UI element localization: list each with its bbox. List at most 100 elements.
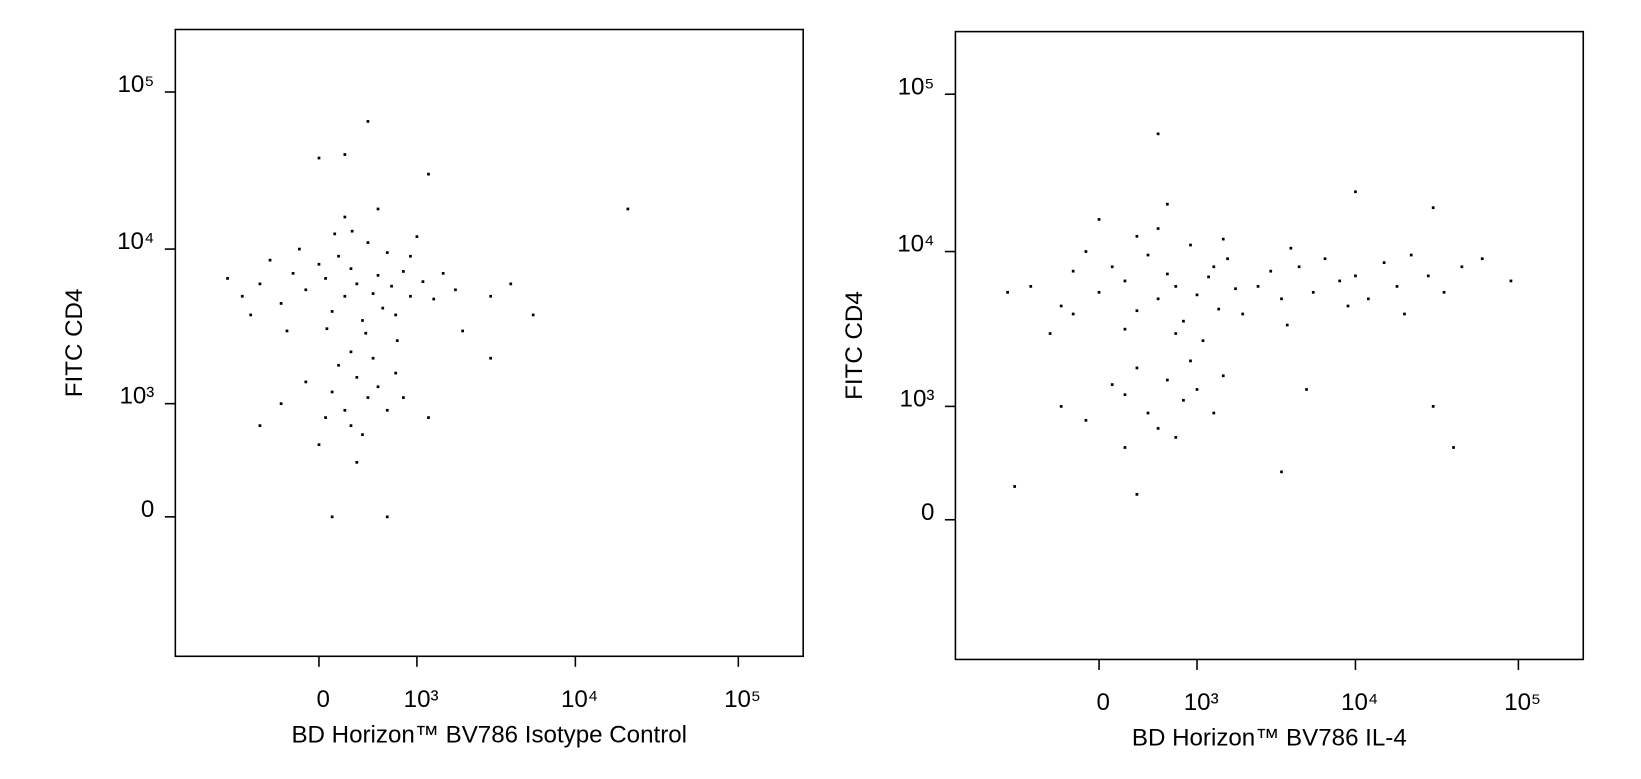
data-point: [1110, 265, 1114, 269]
data-point: [1452, 446, 1455, 449]
data-point: [1395, 285, 1399, 288]
data-point: [441, 272, 445, 275]
data-point: [376, 207, 380, 211]
x-tick-label: 10⁴: [561, 686, 598, 713]
data-point: [350, 229, 354, 233]
data-point: [1207, 275, 1210, 279]
data-point: [427, 172, 430, 176]
data-point: [427, 416, 430, 419]
data-point: [361, 433, 364, 436]
data-point: [325, 327, 329, 331]
data-point: [385, 408, 389, 412]
data-point: [1195, 293, 1199, 297]
data-point: [1123, 327, 1127, 331]
y-axis-label: FITC CD4: [841, 291, 868, 400]
x-tick-label: 10⁵: [724, 686, 761, 713]
data-point: [1509, 279, 1513, 283]
y-tick-label: 10⁴: [897, 231, 934, 258]
data-point: [626, 207, 630, 211]
data-point: [385, 515, 389, 519]
data-point: [1305, 388, 1308, 391]
data-point: [343, 294, 347, 298]
data-point: [1431, 405, 1435, 408]
data-point: [1182, 319, 1185, 323]
x-tick-label: 0: [1097, 689, 1110, 716]
data-point: [1084, 418, 1088, 422]
data-point: [1426, 274, 1430, 278]
data-point: [355, 282, 359, 286]
data-point: [1201, 339, 1205, 343]
data-point: [421, 280, 425, 284]
data-point: [240, 294, 244, 298]
x-axis-label: BD Horizon™ BV786 IL-4: [1132, 725, 1407, 752]
data-point: [285, 329, 289, 333]
data-point: [1165, 378, 1169, 382]
data-point: [1084, 250, 1088, 253]
data-point: [1156, 427, 1160, 430]
data-point: [1110, 383, 1114, 386]
data-point: [366, 120, 370, 123]
data-point: [1285, 323, 1289, 327]
data-point: [330, 390, 334, 394]
data-point: [1174, 332, 1178, 335]
data-point: [349, 350, 353, 354]
data-point: [366, 396, 370, 399]
data-point: [1135, 309, 1139, 313]
data-point: [1006, 290, 1009, 294]
y-tick-label: 10⁵: [898, 73, 935, 100]
data-point: [330, 515, 334, 519]
x-tick-label: 10⁴: [1341, 689, 1378, 716]
data-point: [1480, 257, 1484, 261]
data-point: [324, 416, 327, 419]
data-point: [1048, 332, 1052, 335]
data-point: [1217, 307, 1221, 311]
data-point: [531, 313, 535, 317]
data-point: [509, 282, 513, 286]
data-point: [1460, 265, 1464, 269]
data-point: [376, 273, 380, 277]
data-point: [343, 153, 347, 156]
data-point: [1029, 285, 1033, 288]
x-tick-label: 0: [316, 686, 329, 713]
data-point: [394, 371, 398, 375]
y-tick-label: 10³: [900, 385, 935, 412]
data-point: [1280, 297, 1283, 301]
data-point: [1097, 218, 1101, 221]
data-point: [304, 288, 308, 292]
data-point: [1269, 269, 1273, 273]
data-point: [337, 363, 340, 367]
data-point: [343, 215, 347, 219]
data-point: [1297, 265, 1301, 269]
data-point: [1234, 287, 1237, 291]
data-point: [1289, 246, 1293, 250]
data-point: [258, 424, 262, 427]
data-point: [1174, 285, 1178, 288]
y-axis-label: FITC CD4: [61, 289, 88, 398]
data-point: [1221, 237, 1225, 241]
data-point: [1311, 290, 1315, 294]
data-point: [1156, 132, 1160, 136]
x-tick-label: 10³: [404, 686, 439, 713]
data-point: [376, 385, 380, 389]
plot-frame: [954, 30, 1585, 661]
data-point: [249, 313, 253, 317]
data-point: [1123, 393, 1127, 397]
x-tick-label: 10³: [1184, 689, 1219, 716]
data-point: [1059, 405, 1063, 408]
data-point: [330, 310, 334, 313]
data-point: [364, 331, 368, 335]
data-point: [1382, 261, 1386, 264]
data-point: [1346, 304, 1350, 308]
data-point: [394, 313, 398, 317]
data-point: [1135, 493, 1139, 496]
data-point: [489, 294, 493, 298]
data-point: [1212, 411, 1216, 415]
data-point: [1146, 411, 1150, 415]
y-tick-label: 10⁴: [117, 228, 154, 255]
data-point: [1212, 265, 1216, 269]
data-point: [489, 356, 493, 360]
data-point: [355, 460, 359, 464]
data-point: [402, 396, 405, 399]
data-point: [349, 424, 353, 427]
data-point: [1071, 312, 1075, 316]
